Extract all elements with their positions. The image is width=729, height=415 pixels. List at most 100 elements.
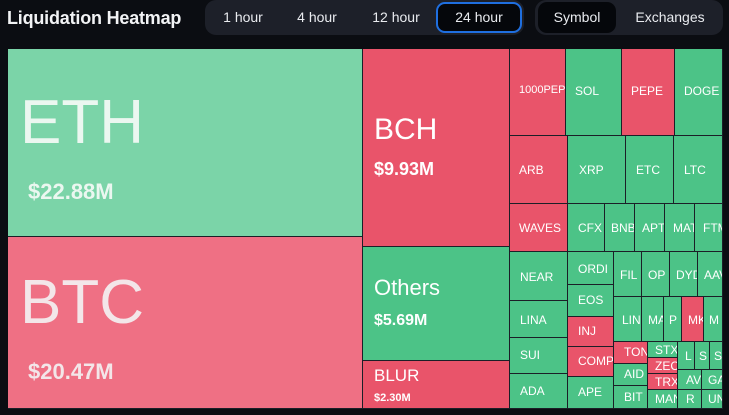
tile-symbol: ADA <box>520 384 545 398</box>
tile-r[interactable]: R <box>678 390 702 409</box>
tile-zec[interactable]: ZEC <box>648 358 678 374</box>
tile-symbol: P <box>669 313 678 327</box>
tile-others[interactable]: Others $5.69M <box>363 247 510 361</box>
tile-op[interactable]: OP <box>642 252 670 297</box>
tile-ltc[interactable]: LTC <box>674 136 723 204</box>
liquidation-heatmap: ETH $22.88M BTC $20.47M BCH $9.93M Other… <box>8 49 723 409</box>
tile-blur[interactable]: BLUR $2.30M <box>363 361 510 409</box>
timeframe-4-hour-button[interactable]: 4 hour <box>297 9 337 25</box>
tile-pepe[interactable]: PEPE <box>622 49 675 136</box>
tile-symbol: PEPE <box>631 84 664 98</box>
tile-uni[interactable]: UN <box>702 390 723 409</box>
tile-arb[interactable]: ARB <box>510 136 568 204</box>
tile-stx[interactable]: STX <box>648 342 678 358</box>
tile-cfx[interactable]: CFX <box>568 204 605 252</box>
tile-m-red[interactable]: MKR <box>682 297 704 342</box>
tile-ada[interactable]: ADA <box>510 374 568 409</box>
tile-ton[interactable]: TON <box>614 342 648 364</box>
tile-symbol: ARB <box>519 163 544 177</box>
tile-gala[interactable]: GA <box>702 370 723 390</box>
tile-value: $9.93M <box>374 159 435 179</box>
tile-comp[interactable]: COMP <box>568 347 614 377</box>
tile-symbol: MAN <box>655 392 677 406</box>
timeframe-12-hour-button[interactable]: 12 hour <box>372 9 420 25</box>
tile-symbol: AAVE <box>704 268 722 282</box>
tile-aid[interactable]: AID <box>614 364 648 386</box>
tile-p[interactable]: P <box>664 297 682 342</box>
tile-1000pepe[interactable]: 1000PEPE <box>510 49 566 136</box>
tile-symbol: LINA <box>520 313 547 327</box>
tile-bch[interactable]: BCH $9.93M <box>363 49 510 247</box>
tile-matic[interactable]: MATIC <box>665 204 695 252</box>
tile-symbol: S <box>699 349 708 363</box>
tile-symbol: R <box>686 392 695 406</box>
tile-ftm[interactable]: FTM <box>695 204 723 252</box>
tile-symbol: Others <box>374 275 441 300</box>
tile-sol[interactable]: SOL <box>566 49 622 136</box>
tile-value: $5.69M <box>374 312 428 329</box>
tile-fil[interactable]: FIL <box>614 252 642 297</box>
tile-symbol: STX <box>655 343 678 357</box>
tile-symbol: ETH <box>20 88 144 157</box>
tile-aave[interactable]: AAVE <box>698 252 723 297</box>
tile-eth[interactable]: ETH $22.88M <box>8 49 363 237</box>
tile-symbol: ORDI <box>578 262 608 276</box>
tile-btc[interactable]: BTC $20.47M <box>8 237 363 409</box>
tile-symbol: FIL <box>620 268 638 282</box>
timeframe-selector: 1 hour 4 hour 12 hour 24 hour <box>205 0 524 35</box>
tile-symbol: BNB <box>611 221 635 235</box>
tile-xrp[interactable]: XRP <box>568 136 626 204</box>
tile-symbol: AV <box>686 373 702 387</box>
tile-ordi[interactable]: ORDI <box>568 252 614 285</box>
tile-symbol: MATIC <box>673 221 694 235</box>
tile-trx[interactable]: TRX <box>648 374 678 390</box>
tile-ape[interactable]: APE <box>568 377 614 409</box>
timeframe-24-hour-button[interactable]: 24 hour <box>436 2 522 33</box>
tile-symbol: UN <box>708 392 722 406</box>
tile-m-green[interactable]: M <box>704 297 723 342</box>
tile-symbol: FTM <box>703 221 722 235</box>
tile-apt[interactable]: APT <box>635 204 665 252</box>
tile-eos[interactable]: EOS <box>568 285 614 317</box>
tile-value: $2.30M <box>374 392 411 404</box>
tile-bnb[interactable]: BNB <box>605 204 635 252</box>
tile-symbol: OP <box>648 268 666 282</box>
tile-dydx[interactable]: DYDX <box>670 252 698 297</box>
tile-symbol: CFX <box>578 221 602 235</box>
timeframe-1-hour-button[interactable]: 1 hour <box>223 9 263 25</box>
tile-bit[interactable]: BIT <box>614 386 648 409</box>
tile-lina[interactable]: LINA <box>510 301 568 338</box>
tile-l[interactable]: L <box>678 342 695 370</box>
tile-waves[interactable]: WAVES <box>510 204 568 252</box>
tile-value: $22.88M <box>28 179 114 204</box>
group-exchanges-button[interactable]: Exchanges <box>635 9 705 25</box>
tile-mask[interactable]: MASK <box>642 297 664 342</box>
tile-symbol: APT <box>642 221 665 235</box>
tile-symbol: WAVES <box>519 221 562 235</box>
tile-s[interactable]: S <box>695 342 710 370</box>
tile-mana[interactable]: MAN <box>648 390 678 409</box>
tile-symbol: STX <box>714 349 723 363</box>
tile-symbol: INJ <box>578 324 596 338</box>
grouping-selector: Symbol Exchanges <box>535 0 723 35</box>
header-bar: Liquidation Heatmap 1 hour 4 hour 12 hou… <box>0 0 729 45</box>
tile-sui[interactable]: SUI <box>510 338 568 374</box>
tile-symbol: DOGE <box>684 84 720 98</box>
tile-inj[interactable]: INJ <box>568 317 614 347</box>
tile-symbol: SOL <box>575 84 600 98</box>
tile-symbol: SUI <box>520 348 541 362</box>
tile-link[interactable]: LINK <box>614 297 642 342</box>
tile-symbol: COMP <box>578 354 614 368</box>
tile-symbol: DYDX <box>676 268 697 282</box>
tile-symbol: APE <box>578 385 603 399</box>
tile-symbol: ZEC <box>655 359 678 373</box>
tile-etc[interactable]: ETC <box>626 136 674 204</box>
tile-symbol: M <box>709 313 719 327</box>
tile-doge[interactable]: DOGE <box>675 49 723 136</box>
group-symbol-button[interactable]: Symbol <box>538 2 616 33</box>
tile-avax[interactable]: AV <box>678 370 702 390</box>
tile-symbol: LTC <box>684 163 706 177</box>
tile-symbol: MKR <box>688 313 703 327</box>
tile-near[interactable]: NEAR <box>510 252 568 301</box>
tile-stx2[interactable]: STX <box>710 342 723 370</box>
